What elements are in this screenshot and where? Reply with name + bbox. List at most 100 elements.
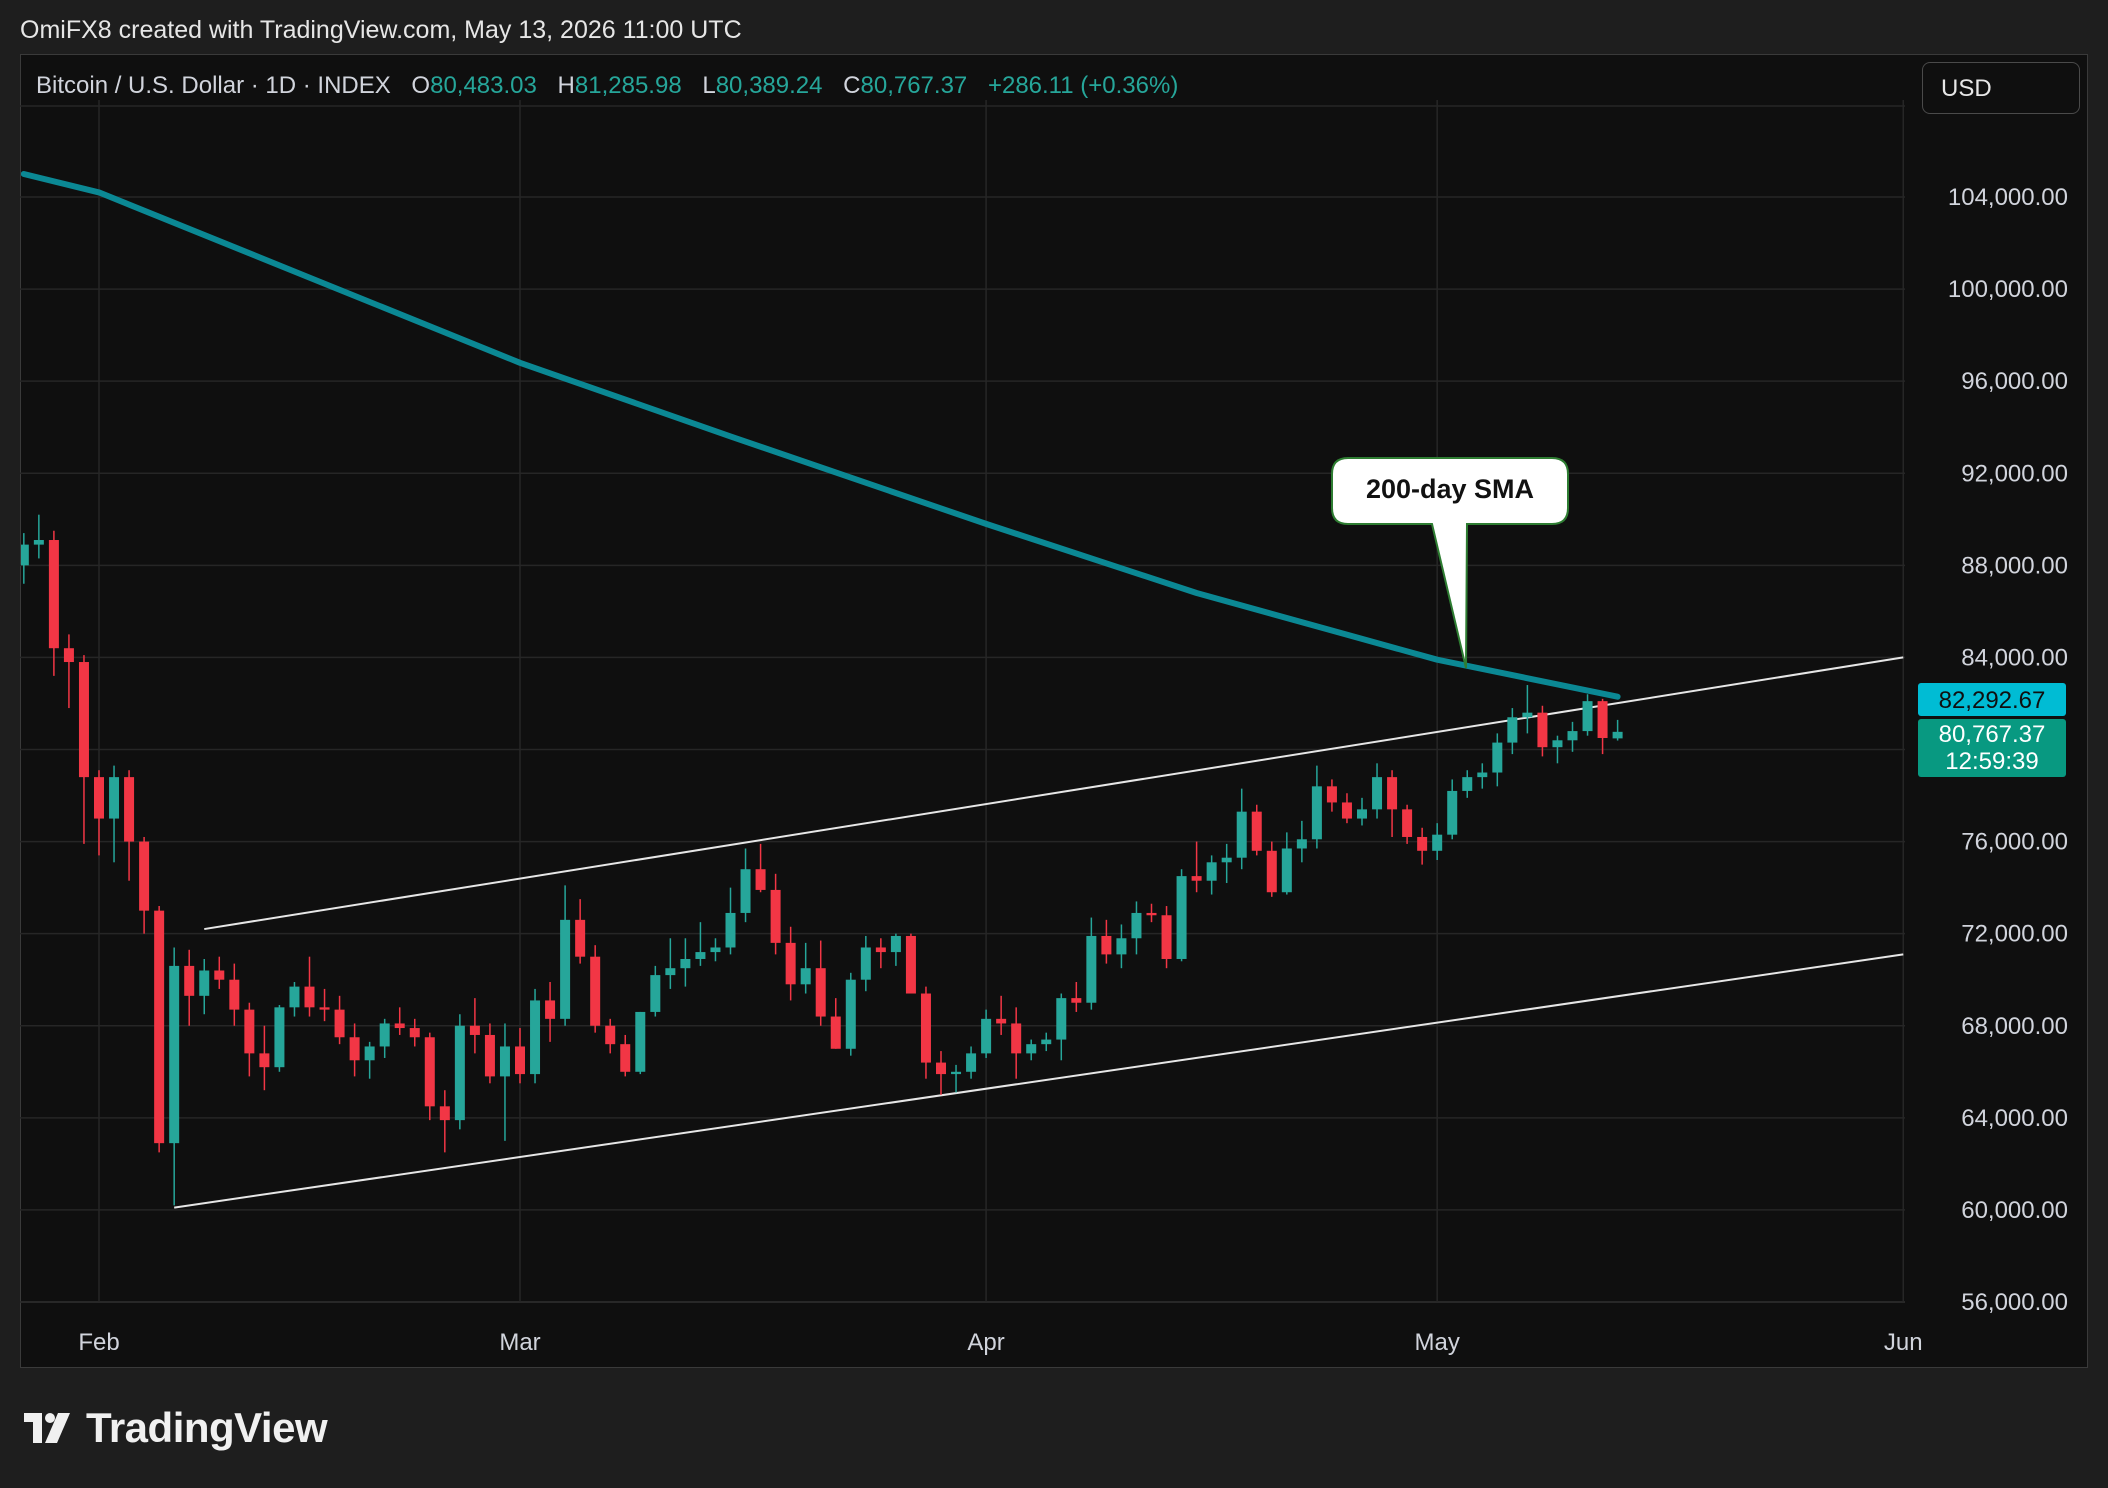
high-value: 81,285.98 <box>574 72 682 99</box>
price-tick-label: 72,000.00 <box>1961 921 2068 948</box>
candle-body <box>1341 802 1352 819</box>
candle-body <box>1432 834 1443 851</box>
high-label: H <box>557 72 575 99</box>
candle <box>860 935 871 992</box>
candle <box>124 770 135 881</box>
candle <box>996 995 1007 1035</box>
candle <box>590 945 601 1033</box>
candle <box>469 998 480 1054</box>
candle <box>755 843 766 893</box>
candle-body <box>379 1023 390 1047</box>
candle-body <box>560 919 571 1019</box>
candle <box>184 949 195 1026</box>
candle <box>815 940 826 1026</box>
candle <box>1191 841 1202 893</box>
candle <box>274 1005 285 1072</box>
candle <box>1221 843 1232 884</box>
candle <box>1417 827 1428 865</box>
candle-body <box>139 841 150 911</box>
candle <box>454 1014 465 1130</box>
candle-body <box>394 1023 405 1029</box>
candle <box>21 533 29 584</box>
last-price-badge <box>1918 719 2066 777</box>
candle-body <box>650 975 661 1012</box>
chart-panel[interactable] <box>20 54 2088 1368</box>
candle <box>334 995 345 1045</box>
time-tick-label: Jun <box>1884 1329 1923 1356</box>
candle <box>1372 763 1383 819</box>
candle <box>1402 804 1413 844</box>
candle <box>845 972 856 1056</box>
symbol-label[interactable]: Bitcoin / U.S. Dollar · 1D · INDEX <box>36 72 391 99</box>
change-value: +286.11 (+0.36%) <box>987 72 1179 99</box>
candle <box>1041 1032 1052 1052</box>
candle <box>560 885 571 1026</box>
candle-body <box>1101 935 1112 955</box>
candle-body <box>1026 1044 1037 1054</box>
candle <box>1447 779 1458 840</box>
price-tick-label: 88,000.00 <box>1961 552 2068 579</box>
candle-body <box>1447 790 1458 835</box>
close-label: C <box>843 72 861 99</box>
sma-value-badge <box>1918 683 2066 716</box>
candle <box>1071 982 1082 1012</box>
channel-upper-line <box>204 656 1904 931</box>
candle <box>1251 804 1262 856</box>
candle <box>680 938 691 987</box>
candle <box>139 836 150 934</box>
candle <box>1432 823 1443 860</box>
candle <box>575 899 586 964</box>
candle-body <box>424 1037 435 1107</box>
time-tick-label: Feb <box>78 1329 119 1356</box>
candle-body <box>1086 935 1097 1003</box>
candle-body <box>1417 836 1428 851</box>
candle-body <box>1522 712 1533 718</box>
candle <box>229 963 240 1026</box>
candle-body <box>755 869 766 890</box>
candle <box>1296 820 1307 863</box>
candle-body <box>1116 938 1127 955</box>
time-tick-label: May <box>1415 1329 1460 1356</box>
price-tick-label: 76,000.00 <box>1961 829 2068 856</box>
candle-body <box>605 1025 616 1045</box>
candle-body <box>289 986 300 1008</box>
candle-body <box>1206 862 1217 881</box>
candle-body <box>890 935 901 953</box>
last-price-label: 80,767.37 <box>1939 721 2046 748</box>
candle-body <box>63 648 74 663</box>
candle-body <box>409 1028 420 1038</box>
candle <box>1537 705 1548 757</box>
sma-annotation: 200-day SMA <box>1331 457 1569 669</box>
bar-countdown-label: 12:59:39 <box>1945 748 2038 775</box>
candle <box>1507 708 1518 755</box>
candle-body <box>1552 740 1563 748</box>
sma-200-series <box>21 171 1621 700</box>
candle <box>319 988 330 1022</box>
candle <box>1492 733 1503 787</box>
candle <box>1522 685 1533 734</box>
tradingview-logo[interactable]: TradingView <box>24 1404 328 1452</box>
candle-body <box>1326 786 1337 803</box>
candle-body <box>1146 912 1157 916</box>
candle-body <box>1597 701 1608 738</box>
candle-body <box>545 1000 556 1019</box>
candle-body <box>499 1046 510 1077</box>
candle-body <box>1296 839 1307 849</box>
candle-body <box>665 968 676 976</box>
candle-body <box>800 968 811 985</box>
candle-body <box>1071 998 1082 1003</box>
candle <box>48 530 59 676</box>
price-badges: 82,292.67 80,767.37 12:59:39 <box>1918 683 2066 777</box>
candle <box>740 848 751 923</box>
candle-body <box>1041 1039 1052 1045</box>
candle-body <box>1281 848 1292 893</box>
candle <box>800 942 811 994</box>
candle-body <box>590 956 601 1026</box>
candle-body <box>1372 777 1383 810</box>
candle <box>545 982 556 1042</box>
currency-select[interactable]: USD <box>1922 62 2080 114</box>
time-axis: Feb Mar Apr May Jun <box>78 1329 1922 1356</box>
candle <box>289 982 300 1017</box>
candle <box>499 1023 510 1141</box>
